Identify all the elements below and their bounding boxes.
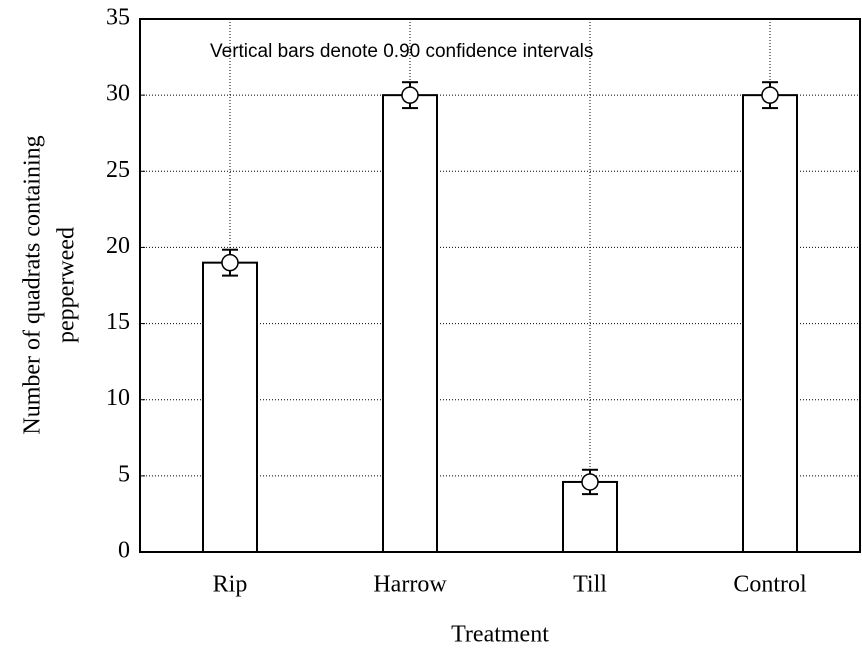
y-tick-label: 35 [106,5,130,31]
y-tick-label: 10 [106,385,130,411]
y-tick-label: 0 [118,538,130,564]
y-tick-label: 5 [118,461,130,487]
mean-marker [221,253,239,272]
mean-marker [761,86,779,104]
mean-marker [401,86,419,104]
mean-marker [581,473,599,491]
x-axis-label: Treatment [451,622,549,648]
x-tick-label: Till [573,572,607,598]
x-tick-label: Rip [213,572,248,598]
y-tick-label: 15 [106,309,130,335]
x-tick-label: Control [733,572,807,598]
annotation: Vertical bars denote 0.90 confidence int… [210,41,593,62]
y-axis-label: pepperweed [54,227,80,343]
y-axis-label: Number of quadrats containing [20,135,46,434]
plot-frame [139,18,861,553]
x-tick-label: Harrow [373,572,447,598]
y-tick-label: 30 [106,81,130,107]
y-tick-label: 25 [106,157,130,183]
y-tick-label: 20 [106,233,130,259]
bar [742,94,798,554]
bar [202,261,258,553]
bar [382,94,438,554]
